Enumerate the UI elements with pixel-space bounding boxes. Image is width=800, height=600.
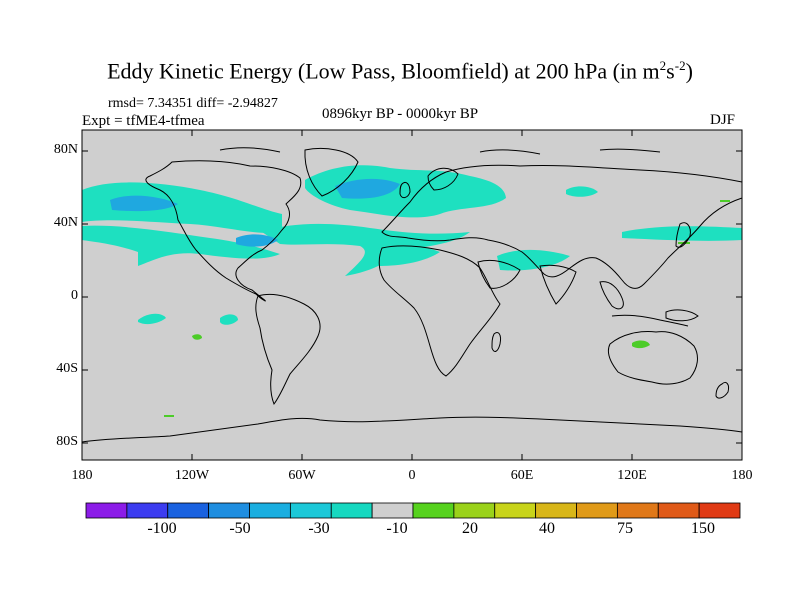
lon-label-120w: 120W (174, 468, 210, 483)
period-label: 0896kyr BP - 0000kyr BP (322, 106, 479, 122)
anomaly-south-central-pacific-patch (220, 314, 238, 325)
anomaly-siberia-patch (566, 186, 598, 197)
anomaly-north-pacific-east-band (622, 226, 742, 241)
coastline-arctic-islands (219, 147, 661, 155)
colorbar-swatch-3 (208, 502, 250, 519)
coastline-africa (378, 245, 501, 377)
anomaly-atlantic-jet-core (236, 234, 278, 247)
coastline-north-america (145, 160, 302, 302)
colorbar-swatch-4 (249, 502, 291, 519)
colorbar-swatch-12 (576, 502, 618, 519)
coastlines (81, 147, 743, 443)
coastline-japan (675, 222, 691, 248)
coastline-eurasia (381, 164, 743, 289)
lat-label-40n: 40N (53, 215, 78, 230)
coastline-scandinavia (427, 167, 459, 191)
coastline-antarctica (81, 416, 743, 443)
colorbar-swatch-14 (657, 502, 700, 519)
coastline-india (539, 264, 577, 305)
colorbar-swatch-11 (535, 502, 577, 519)
colorbar-label-minus-50: -50 (229, 520, 251, 537)
anomaly-north-pacific-core (110, 195, 178, 212)
lat-label-40s: 40S (56, 361, 78, 376)
anomaly-north-atlantic-core (335, 178, 400, 199)
colorbar-swatch-2 (167, 502, 210, 519)
lon-label-180-west: 180 (71, 468, 93, 483)
lon-label-0: 0 (408, 468, 416, 483)
lat-label-0: 0 (71, 288, 78, 303)
lon-label-120e: 120E (617, 468, 647, 483)
anomaly-arctic-green-dash (720, 200, 730, 202)
anomaly-southern-ocean-green-dash (164, 415, 174, 417)
coastline-australia (607, 331, 698, 385)
colorbar-swatch-6 (330, 502, 373, 519)
coastline-new-guinea (665, 309, 699, 322)
lat-ticks (82, 150, 742, 444)
colorbar-swatch-9 (453, 502, 496, 519)
anomaly-atlantic-jet-band (262, 223, 470, 276)
map-title: Eddy Kinetic Energy (Low Pass, Bloomfiel… (107, 58, 693, 84)
coastline-new-zealand (715, 381, 729, 399)
colorbar-swatch-10 (494, 502, 537, 519)
anomaly-north-africa-band (372, 245, 440, 266)
coastline-arabia (477, 259, 521, 289)
lat-label-80n: 80N (53, 142, 78, 157)
colorbar-swatch-5 (289, 502, 332, 519)
colorbar-label-20: 20 (462, 520, 478, 537)
colorbar-label-75: 75 (617, 520, 633, 537)
anomaly-arabia-band (497, 249, 570, 271)
coastline-madagascar (491, 331, 501, 352)
season-label: DJF (710, 112, 736, 128)
colorbar-swatch-8 (412, 502, 455, 519)
coastline-southeast-asia (599, 281, 624, 310)
anomaly-atlantic-green-patch (192, 334, 202, 340)
colorbar-swatch-7 (371, 502, 414, 519)
anomaly-south-pacific-patch (138, 313, 166, 325)
lat-label-80s: 80S (56, 434, 78, 449)
coastline-south-america (255, 293, 321, 406)
coastline-british-isles (399, 181, 411, 199)
lon-label-60w: 60W (288, 468, 316, 483)
lon-ticks (191, 130, 633, 460)
colorbar (85, 502, 741, 519)
colorbar-swatch-13 (616, 502, 659, 519)
colorbar-label-40: 40 (539, 520, 555, 537)
anomaly-shading (82, 165, 742, 417)
colorbar-label-150: 150 (691, 520, 715, 537)
colorbar-label-minus-100: -100 (147, 520, 177, 537)
rmsd-diff-stats: rmsd= 7.34351 diff= -2.94827 (108, 96, 278, 111)
colorbar-label-minus-30: -30 (308, 520, 330, 537)
colorbar-swatch-1 (126, 502, 169, 519)
lon-label-180-east: 180 (731, 468, 753, 483)
colorbar-swatch-0 (85, 502, 128, 519)
colorbar-swatch-15 (698, 502, 741, 519)
coastline-indonesia (611, 314, 689, 327)
colorbar-label-minus-10: -10 (386, 520, 408, 537)
anomaly-subtropical-pacific-band (82, 225, 280, 266)
anomaly-australia-green-patch (632, 340, 650, 349)
experiment-label: Expt = tfME4-tfmea (82, 113, 205, 129)
coastline-greenland (304, 148, 359, 197)
lon-label-60e: 60E (510, 468, 534, 483)
anomaly-north-pacific-band (82, 182, 282, 233)
